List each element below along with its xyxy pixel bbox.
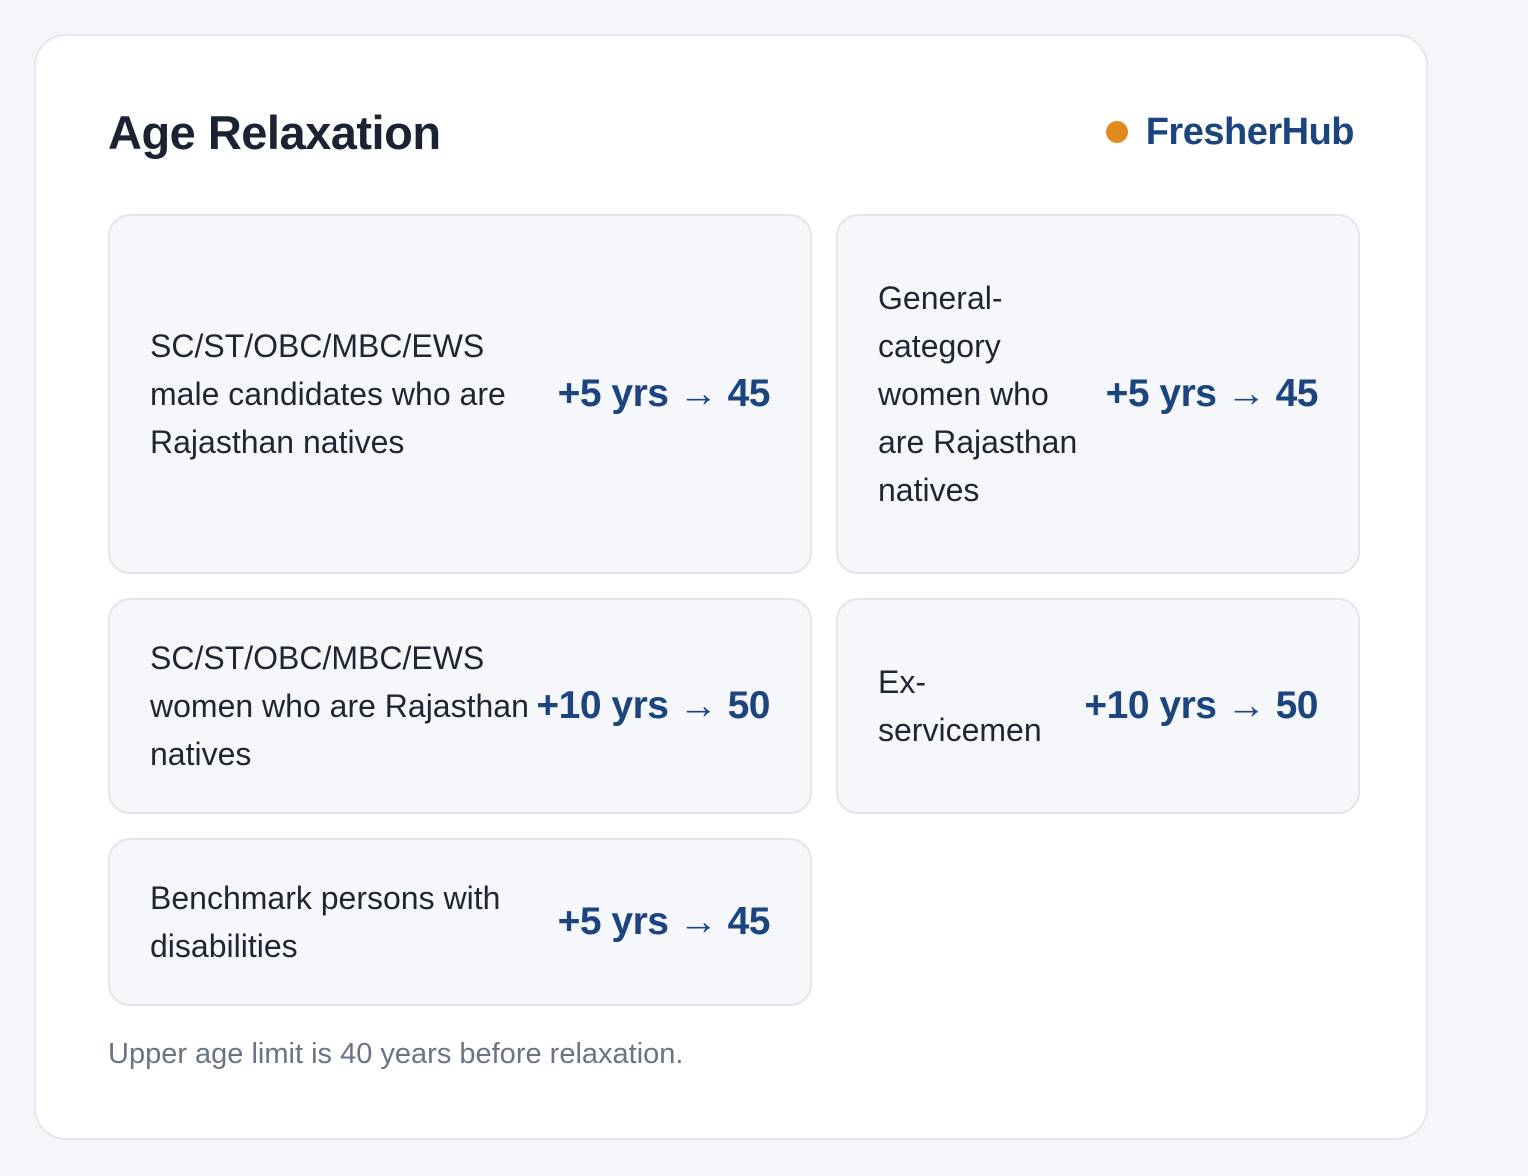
relaxation-item: SC/ST/OBC/MBC/EWS male candidates who ar… xyxy=(108,214,812,574)
relaxation-category: Benchmark persons with disabilities xyxy=(150,880,501,964)
relaxation-value: +10 yrs → 50 xyxy=(536,684,770,727)
relaxation-value: +5 yrs → 45 xyxy=(557,372,771,415)
card-header: Age Relaxation FresherHub xyxy=(108,102,1355,162)
relaxation-item: General-category women who are Rajasthan… xyxy=(836,214,1360,574)
relaxation-value: +5 yrs → 45 xyxy=(557,900,771,943)
relaxation-item: SC/ST/OBC/MBC/EWS women who are Rajastha… xyxy=(108,598,812,814)
brand-dot-icon xyxy=(1105,121,1128,143)
card-title: Age Relaxation xyxy=(108,105,441,159)
relaxation-category: SC/ST/OBC/MBC/EWS male candidates who ar… xyxy=(150,328,506,460)
relaxation-item: Ex-servicemen +10 yrs → 50 xyxy=(836,598,1360,814)
relaxation-category: SC/ST/OBC/MBC/EWS women who are Rajastha… xyxy=(150,640,529,772)
relaxation-category: Ex-servicemen xyxy=(878,664,1042,748)
brand-name: FresherHub xyxy=(1145,110,1355,153)
relaxation-value: +5 yrs → 45 xyxy=(1105,372,1319,415)
relaxation-category: General-category women who are Rajasthan… xyxy=(878,280,1078,508)
relaxation-item: Benchmark persons with disabilities +5 y… xyxy=(108,838,812,1006)
relaxation-value: +10 yrs → 50 xyxy=(1084,684,1318,727)
brand: FresherHub xyxy=(1105,110,1355,154)
footnote: Upper age limit is 40 years before relax… xyxy=(108,1038,684,1070)
age-relaxation-card: Age Relaxation FresherHub SC/ST/OBC/MBC/… xyxy=(34,34,1428,1140)
